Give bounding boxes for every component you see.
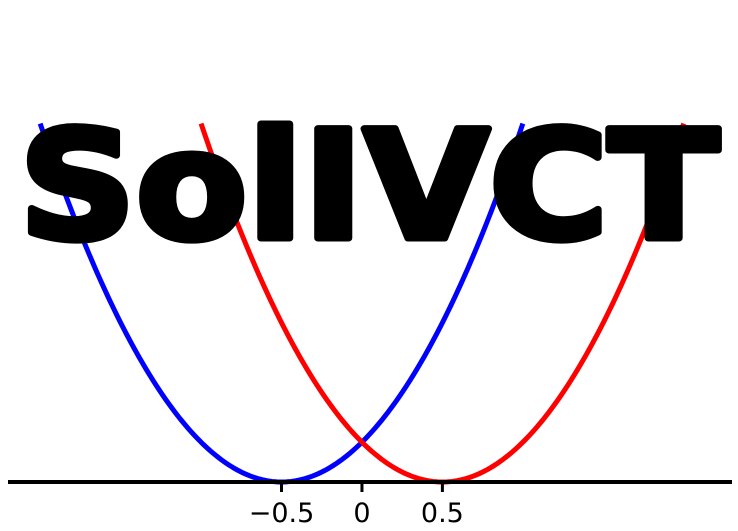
x-tick-label: 0 — [353, 498, 370, 529]
x-tick-label: −0.5 — [249, 498, 315, 529]
x-ticks-group: −0.5 0 0.5 — [249, 482, 464, 529]
logo-wordmark: SolIVCT — [19, 100, 719, 274]
x-tick-label: 0.5 — [421, 498, 464, 529]
